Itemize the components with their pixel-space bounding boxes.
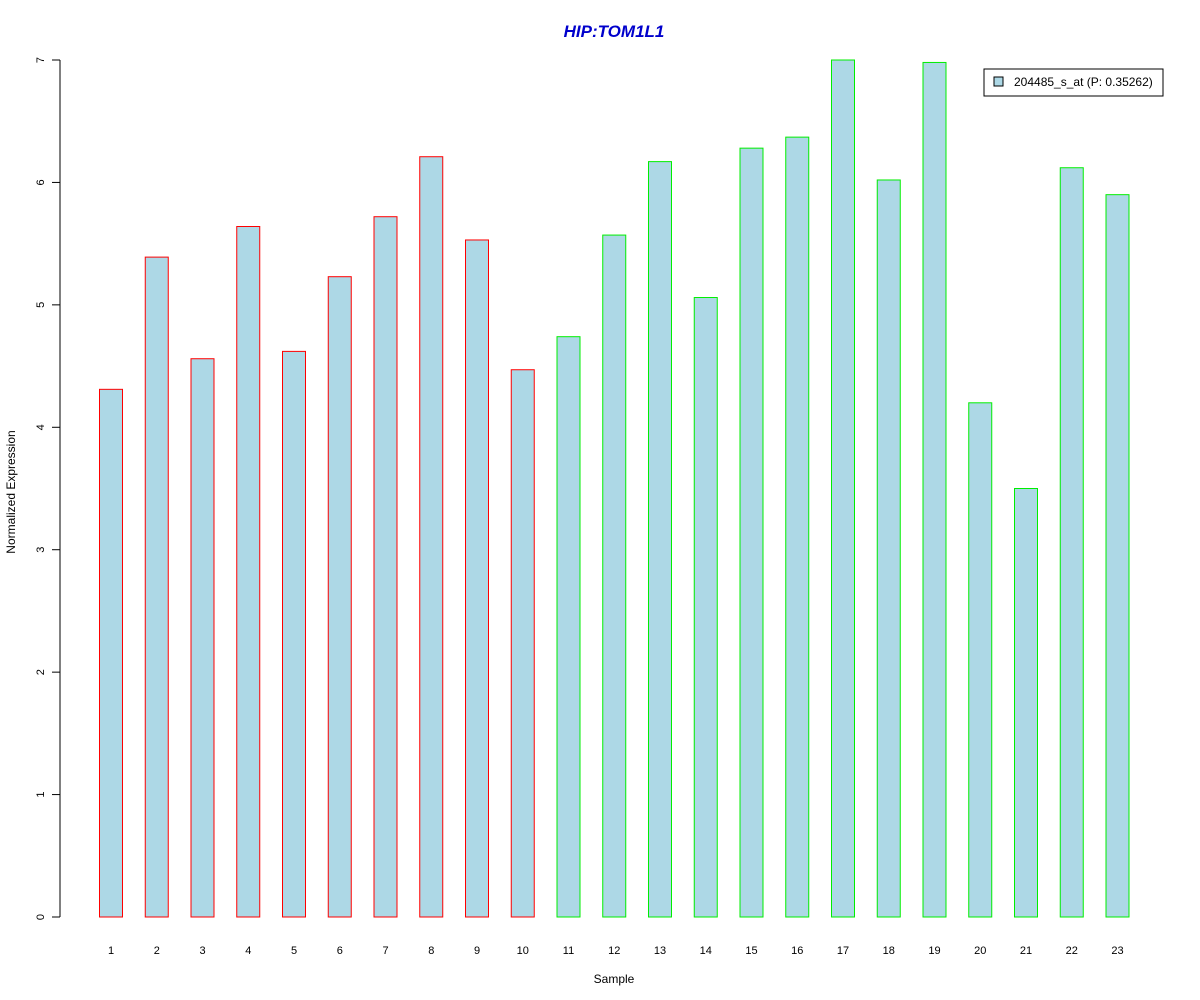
- x-tick-label: 22: [1066, 945, 1078, 957]
- bar: [693, 297, 718, 918]
- x-tick-label: 6: [337, 945, 343, 957]
- x-axis-label: Sample: [594, 972, 635, 986]
- y-tick-label: 4: [35, 424, 47, 430]
- x-tick-label: 12: [608, 945, 620, 957]
- x-tick-label: 2: [154, 945, 160, 957]
- legend-box: [983, 68, 1164, 97]
- y-axis: 0 1 2 3 4 5 6 7: [35, 57, 61, 920]
- bar: [282, 350, 306, 918]
- y-tick-label: 2: [35, 669, 47, 675]
- bar: [327, 276, 352, 918]
- y-tick-label: 3: [35, 547, 47, 553]
- bar: [144, 256, 169, 918]
- x-tick-label: 16: [791, 945, 803, 957]
- x-tick-label: 10: [517, 945, 529, 957]
- bar: [785, 136, 810, 918]
- x-tick-label: 13: [654, 945, 666, 957]
- x-tick-label: 8: [428, 945, 434, 957]
- x-tick-label: 3: [199, 945, 205, 957]
- x-tick-label: 9: [474, 945, 480, 957]
- x-tick-label: 21: [1020, 945, 1032, 957]
- bar: [968, 402, 993, 918]
- bar: [99, 388, 123, 918]
- bar: [922, 61, 947, 918]
- bar: [1059, 167, 1084, 918]
- chart-title: HIP:TOM1L1: [564, 22, 665, 41]
- x-tick-label: 11: [563, 945, 574, 957]
- y-tick-label: 1: [35, 792, 47, 798]
- x-tick-label: 19: [928, 945, 940, 957]
- x-tick-label: 20: [974, 945, 986, 957]
- x-tick-label: 17: [837, 945, 849, 957]
- y-tick-label: 0: [35, 914, 47, 920]
- bar: [465, 239, 489, 918]
- bar: [419, 156, 444, 918]
- bar: [602, 234, 627, 918]
- x-tick-label: 18: [883, 945, 895, 957]
- bar: [739, 147, 764, 918]
- x-tick-label: 4: [245, 945, 251, 957]
- bar: [648, 161, 672, 918]
- x-tick-label: 5: [291, 945, 297, 957]
- bar: [1014, 488, 1038, 918]
- legend: 204485_s_at (P: 0.35262): [983, 68, 1164, 97]
- bar: [876, 179, 901, 918]
- bar: [831, 59, 855, 918]
- y-tick-label: 5: [35, 302, 47, 308]
- bar: [190, 358, 215, 918]
- x-tick-label: 1: [108, 945, 114, 957]
- y-tick-label: 6: [35, 179, 47, 185]
- bar: [510, 369, 535, 918]
- x-tick-label: 15: [745, 945, 757, 957]
- x-tick-label: 14: [700, 945, 712, 957]
- y-axis-label: Normalized Expression: [4, 430, 18, 553]
- y-tick-label: 7: [35, 57, 47, 63]
- x-tick-label: 7: [382, 945, 388, 957]
- legend-label: 204485_s_at (P: 0.35262): [1014, 75, 1153, 89]
- x-tick-label: 23: [1111, 945, 1123, 957]
- bar: [556, 336, 581, 918]
- bar: [236, 226, 261, 918]
- bar: [1105, 194, 1130, 918]
- x-tick-labels: 1 2 3 4 5 6 7 8 9 10 11 12 13 14 15 16 17 18 19 20 21 22 23: [108, 945, 1124, 957]
- bar: [373, 216, 398, 918]
- bars-group: [99, 59, 1130, 918]
- legend-swatch: [993, 76, 1004, 87]
